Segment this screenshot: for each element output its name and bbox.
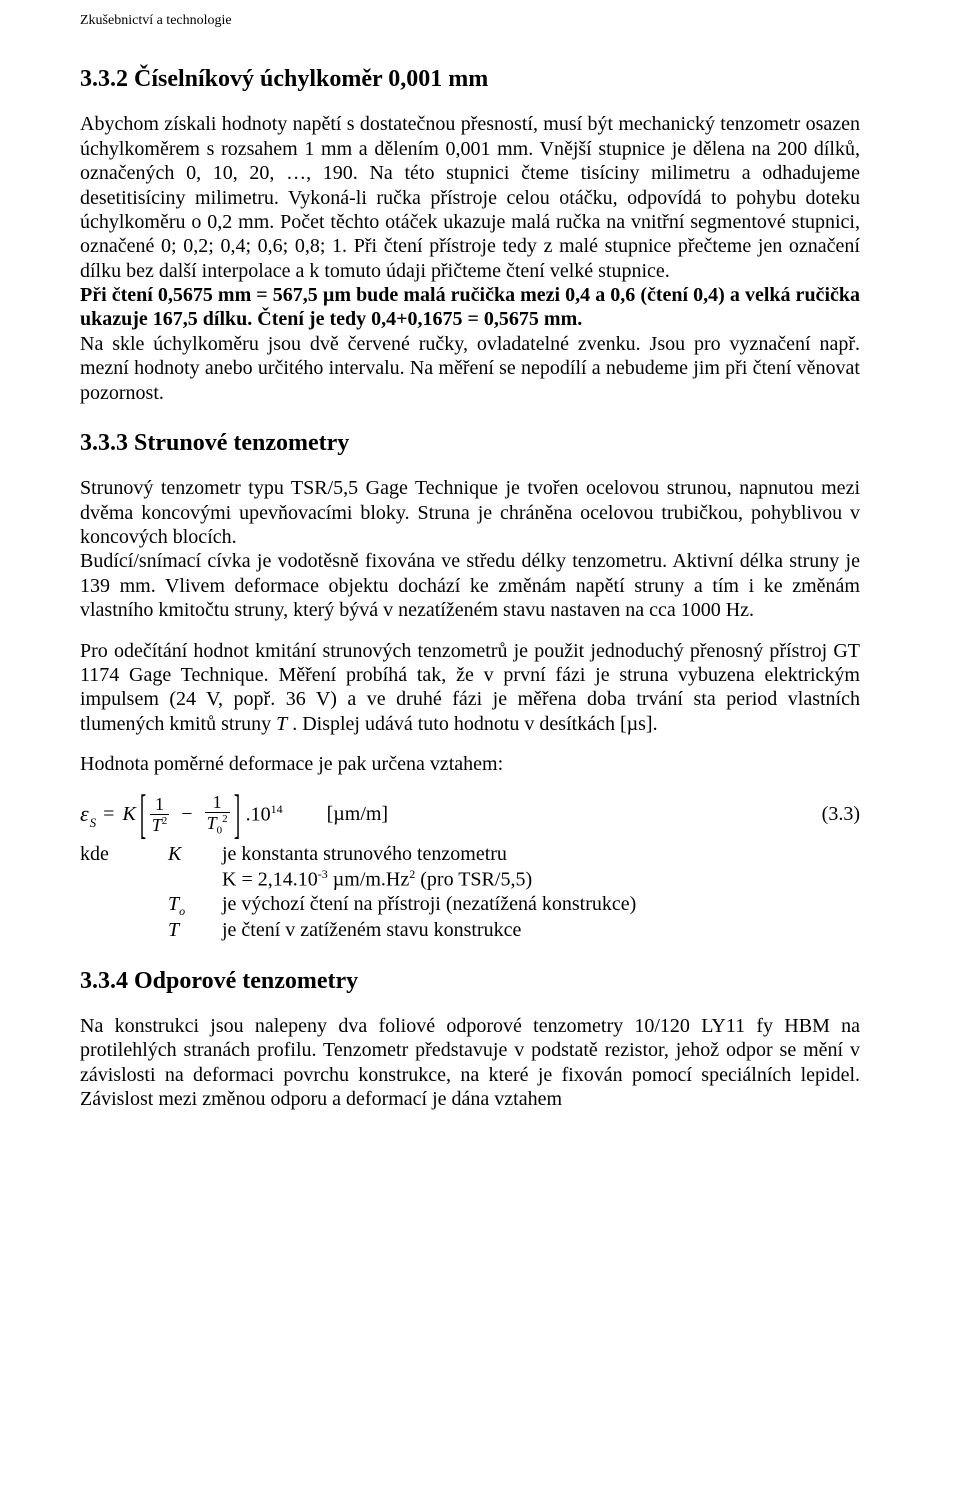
where-kde: kde bbox=[80, 842, 168, 866]
frac2-exp: 2 bbox=[222, 813, 228, 825]
k-val-c: (pro TSR/5,5) bbox=[415, 868, 532, 890]
sec332-p2-bold: Při čtení 0,5675 mm = 567,5 µm bude malá… bbox=[80, 283, 860, 332]
eq-bracket: [ 1 T2 − 1 T02 ] bbox=[140, 793, 240, 837]
equation-3-3: εS = K [ 1 T2 − 1 T02 ] . bbox=[80, 793, 860, 837]
frac2-num: 1 bbox=[211, 793, 224, 812]
frac2-sub0: 0 bbox=[217, 824, 223, 836]
eq-fractions: 1 T2 − 1 T02 bbox=[146, 793, 234, 837]
frac2-T: T bbox=[207, 813, 217, 833]
where-row-To: To je výchozí čtení na přístroji (nezatí… bbox=[80, 892, 860, 919]
frac-1-over-T2: 1 T2 bbox=[150, 795, 170, 834]
where-sym-K: K bbox=[168, 842, 222, 866]
eq-K: K bbox=[122, 802, 135, 826]
frac2-den: T02 bbox=[205, 812, 230, 837]
k-val-b: µm/m.Hz bbox=[328, 868, 410, 890]
where-txt-To: je výchozí čtení na přístroji (nezatížen… bbox=[222, 892, 860, 919]
sec333-block1: Strunový tenzometr typu TSR/5,5 Gage Tec… bbox=[80, 476, 860, 622]
where-txt-Kval: K = 2,14.10-3 µm/m.Hz2 (pro TSR/5,5) bbox=[222, 867, 860, 892]
where-row-K: kde K je konstanta strunového tenzometru bbox=[80, 842, 860, 866]
where-sym-T: T bbox=[168, 918, 222, 942]
sec333-block3: Hodnota poměrné deformace je pak určena … bbox=[80, 752, 860, 776]
eq-eps-sub: S bbox=[90, 815, 97, 830]
where-list: kde K je konstanta strunového tenzometru… bbox=[80, 842, 860, 942]
eq-equals: = bbox=[103, 802, 114, 826]
eq-dot10: .10 bbox=[246, 804, 271, 826]
sec332-p3: Na skle úchylkoměru jsou dvě červené ruč… bbox=[80, 332, 860, 405]
where-row-T: T je čtení v zatíženém stavu konstrukce bbox=[80, 918, 860, 942]
sec332-p1: Abychom získali hodnoty napětí s dostate… bbox=[80, 112, 860, 283]
where-txt-T: je čtení v zatíženém stavu konstrukce bbox=[222, 918, 860, 942]
eq-minus: − bbox=[181, 802, 192, 826]
sec333-p2: Budící/snímací cívka je vodotěsně fixová… bbox=[80, 549, 860, 622]
sec334-body: Na konstrukci jsou nalepeny dva foliové … bbox=[80, 1014, 860, 1112]
sec333-p3-T: T bbox=[276, 713, 287, 735]
equation-number: (3.3) bbox=[822, 802, 860, 826]
heading-332: 3.3.2 Číselníkový úchylkoměr 0,001 mm bbox=[80, 65, 860, 94]
sec334-p1: Na konstrukci jsou nalepeny dva foliové … bbox=[80, 1014, 860, 1112]
frac-1-over-T02: 1 T02 bbox=[205, 793, 230, 837]
where-To-sub: o bbox=[179, 904, 185, 918]
page: Zkušebnictví a technologie 3.3.2 Číselní… bbox=[0, 0, 960, 1157]
sec333-block2: Pro odečítání hodnot kmitání strunových … bbox=[80, 639, 860, 737]
eq-eps-sym: ε bbox=[80, 801, 89, 826]
bracket-left-icon: [ bbox=[140, 794, 146, 834]
equation-body: εS = K [ 1 T2 − 1 T02 ] . bbox=[80, 793, 440, 837]
k-val-a: K = 2,14.10 bbox=[222, 868, 318, 890]
eq-epsilon: εS bbox=[80, 801, 95, 828]
frac1-den: T2 bbox=[150, 814, 170, 834]
eq-exp14: 14 bbox=[271, 802, 283, 816]
frac1-num: 1 bbox=[153, 795, 166, 814]
where-To-T: T bbox=[168, 893, 179, 915]
eq-ten14: .1014 bbox=[246, 802, 283, 827]
frac1-exp: 2 bbox=[162, 815, 168, 827]
where-sym-To: To bbox=[168, 892, 222, 919]
eq-unit: [µm/m] bbox=[327, 802, 389, 826]
where-row-Kval: K = 2,14.10-3 µm/m.Hz2 (pro TSR/5,5) bbox=[80, 867, 860, 892]
k-val-neg3: -3 bbox=[318, 867, 328, 881]
frac1-T: T bbox=[152, 815, 162, 835]
bracket-right-icon: ] bbox=[233, 794, 239, 834]
running-header: Zkušebnictví a technologie bbox=[80, 12, 860, 29]
sec333-p4: Hodnota poměrné deformace je pak určena … bbox=[80, 752, 860, 776]
sec333-p3b: . Displej udává tuto hodnotu v desítkách… bbox=[287, 713, 657, 735]
sec333-p3: Pro odečítání hodnot kmitání strunových … bbox=[80, 639, 860, 737]
heading-334: 3.3.4 Odporové tenzometry bbox=[80, 967, 860, 996]
where-txt-K: je konstanta strunového tenzometru bbox=[222, 842, 860, 866]
heading-333: 3.3.3 Strunové tenzometry bbox=[80, 429, 860, 458]
sec333-p1: Strunový tenzometr typu TSR/5,5 Gage Tec… bbox=[80, 476, 860, 549]
sec332-body: Abychom získali hodnoty napětí s dostate… bbox=[80, 112, 860, 405]
